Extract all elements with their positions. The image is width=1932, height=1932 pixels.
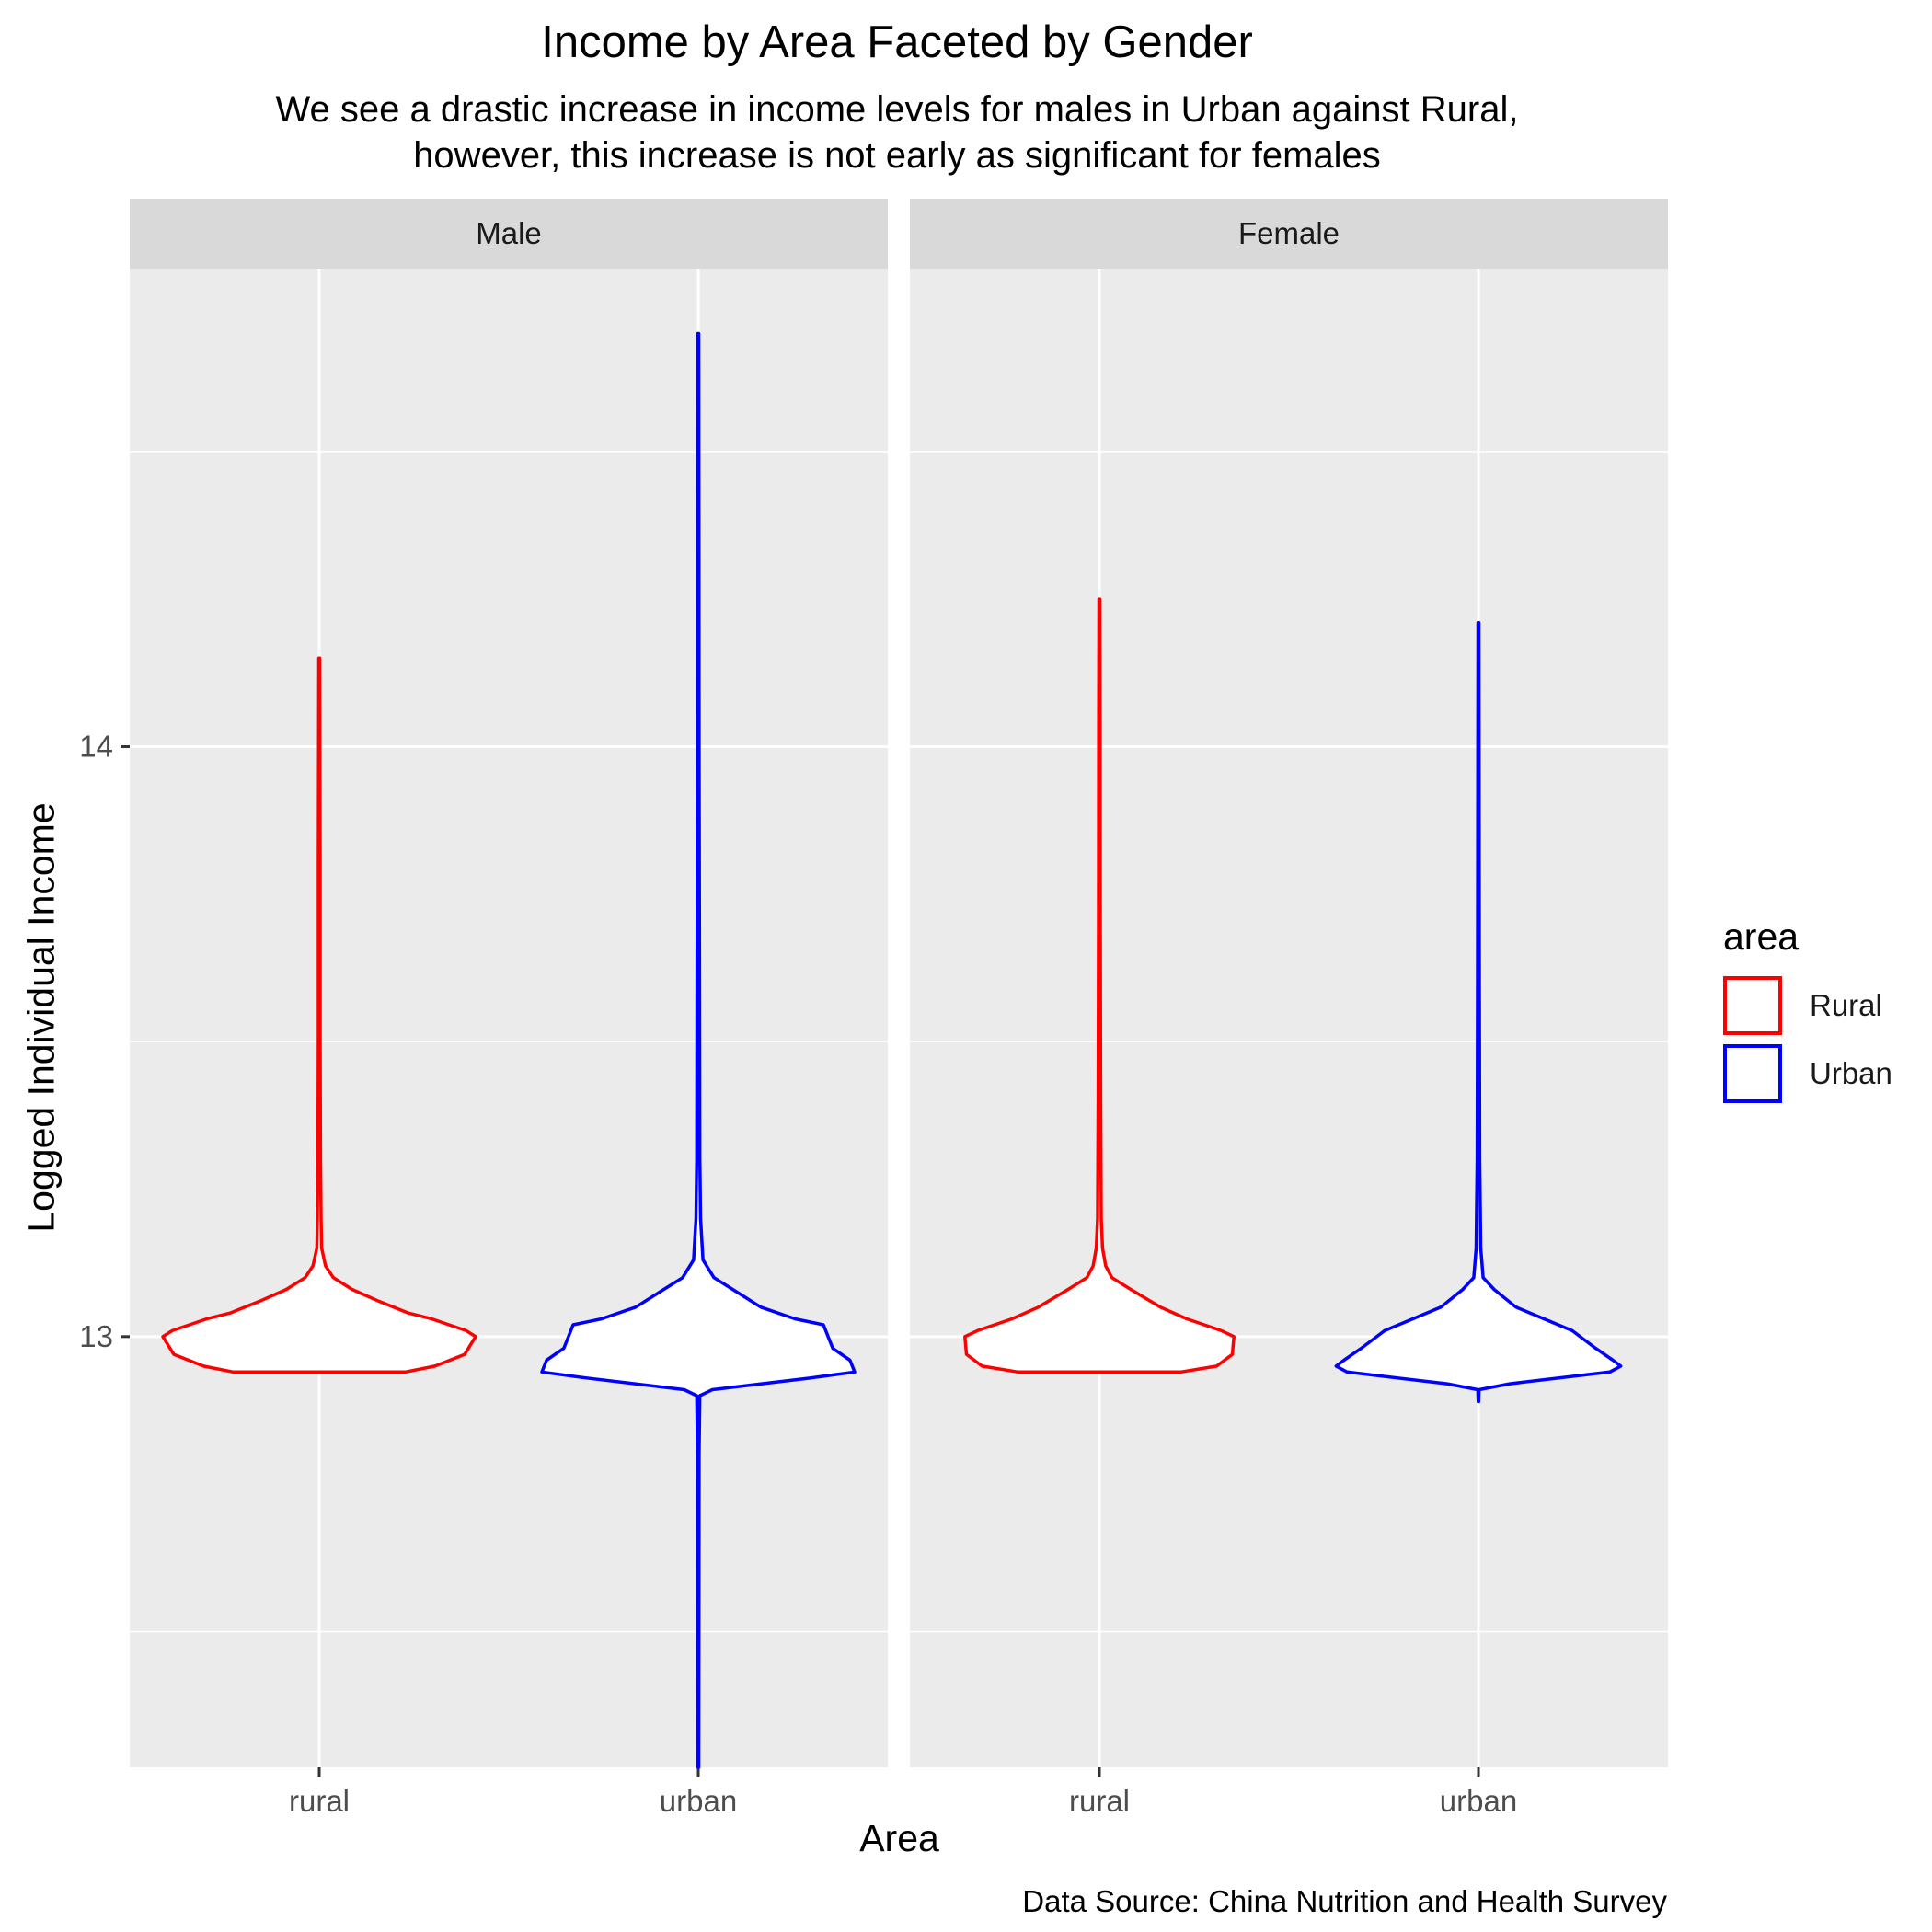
legend-item-urban: Urban <box>1723 1040 1892 1108</box>
facet-label-male: Male <box>476 216 542 250</box>
x-tick-label-urban: urban <box>1440 1784 1517 1818</box>
legend-key-rural <box>1723 976 1782 1035</box>
x-axis-label: Area <box>859 1817 939 1859</box>
legend-label-rural: Rural <box>1810 988 1882 1022</box>
legend: area Rural Urban <box>1723 915 1892 1108</box>
legend-title: area <box>1723 915 1800 958</box>
violin-female-urban <box>1334 621 1623 1404</box>
y-axis-label: Logged Individual Income <box>19 802 63 1233</box>
legend-label-urban: Urban <box>1810 1056 1892 1090</box>
x-tick-label-urban: urban <box>660 1784 737 1818</box>
x-tick-label-rural: rural <box>1069 1784 1130 1818</box>
subtitle-line-2: however, this increase is not early as s… <box>413 135 1381 176</box>
chart-title: Income by Area Faceted by Gender <box>541 17 1253 67</box>
subtitle-line-1: We see a drastic increase in income leve… <box>275 89 1519 130</box>
chart-subtitle: We see a drastic increase in income leve… <box>0 86 1794 178</box>
facet-label-female: Female <box>1238 216 1340 250</box>
violin-male-rural <box>161 656 477 1374</box>
facet-strip-female <box>910 199 1668 269</box>
y-tick-label: 14 <box>79 729 113 763</box>
panel-background <box>910 269 1668 1767</box>
panel-background <box>130 269 888 1767</box>
violin-male-urban <box>540 331 857 1769</box>
legend-item-rural: Rural <box>1723 972 1892 1040</box>
chart-caption: Data Source: China Nutrition and Health … <box>1022 1884 1667 1918</box>
y-tick-label: 13 <box>79 1319 113 1353</box>
facet-strip-male <box>130 199 888 269</box>
violin-female-rural <box>963 597 1236 1374</box>
legend-key-urban <box>1723 1044 1782 1103</box>
x-tick-label-rural: rural <box>289 1784 350 1818</box>
